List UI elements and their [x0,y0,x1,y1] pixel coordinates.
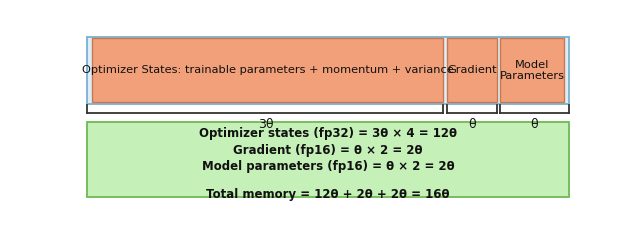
Text: Gradient (fp16) = θ × 2 = 2θ: Gradient (fp16) = θ × 2 = 2θ [233,144,423,157]
Text: θ: θ [531,118,538,130]
FancyBboxPatch shape [88,122,568,197]
Text: Optimizer States: trainable parameters + momentum + variance: Optimizer States: trainable parameters +… [82,65,454,75]
Text: Model
Parameters: Model Parameters [500,59,564,81]
Text: Optimizer states (fp32) = 3θ × 4 = 12θ: Optimizer states (fp32) = 3θ × 4 = 12θ [199,127,457,140]
Text: Model parameters (fp16) = θ × 2 = 2θ: Model parameters (fp16) = θ × 2 = 2θ [202,160,454,173]
FancyBboxPatch shape [500,38,564,102]
FancyBboxPatch shape [447,38,497,102]
Text: Gradient: Gradient [447,65,497,75]
FancyBboxPatch shape [92,38,444,102]
Text: 3θ: 3θ [258,118,273,130]
Text: Total memory = 12θ + 2θ + 2θ = 16θ: Total memory = 12θ + 2θ + 2θ = 16θ [206,188,450,201]
Text: θ: θ [468,118,476,130]
FancyBboxPatch shape [88,36,568,104]
